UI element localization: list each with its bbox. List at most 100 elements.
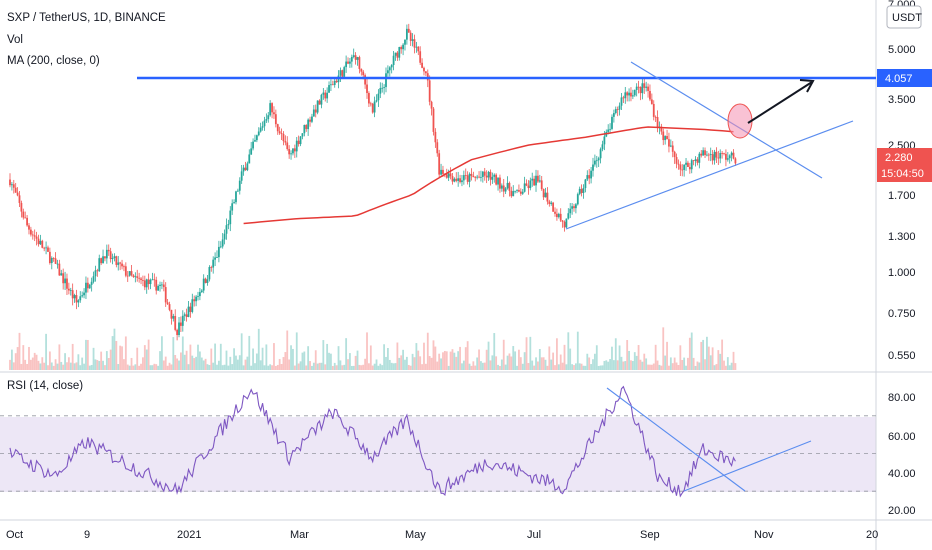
volume-bar xyxy=(569,348,572,370)
volume-bar xyxy=(535,357,537,370)
volume-legend[interactable]: Vol xyxy=(7,34,23,46)
volume-bar xyxy=(385,356,387,370)
volume-bar xyxy=(233,348,235,370)
volume-bar xyxy=(609,359,611,370)
candle-body xyxy=(535,175,537,186)
candle-body xyxy=(432,108,435,132)
volume-bar xyxy=(707,346,710,370)
candle-body xyxy=(119,262,122,264)
candle-body xyxy=(176,329,179,336)
volume-bar xyxy=(212,362,215,370)
breakout-highlight[interactable] xyxy=(727,103,753,139)
volume-bar xyxy=(694,365,697,370)
currency-button[interactable] xyxy=(886,5,922,29)
rsi-axis[interactable]: 80.00 60.00 40.00 20.00 xyxy=(888,392,916,517)
volume-bar xyxy=(383,344,386,370)
volume-bar xyxy=(734,363,737,370)
candle-body xyxy=(178,322,180,336)
candle-body xyxy=(75,295,78,303)
rsi-descending-trendline[interactable] xyxy=(606,387,746,492)
candle-body xyxy=(255,135,258,141)
candle-body xyxy=(656,117,659,128)
volume-bar xyxy=(616,360,619,370)
candle-body xyxy=(386,70,389,74)
price-pane[interactable] xyxy=(0,0,876,372)
volume-bar xyxy=(305,365,308,370)
time-axis[interactable]: Oct 9 2021 Mar May Jul Sep Nov 20 xyxy=(6,529,878,541)
candle-body xyxy=(115,256,118,265)
volume-bar xyxy=(261,347,264,370)
volume-bar xyxy=(582,365,585,370)
volume-bar xyxy=(493,333,496,370)
candle-body xyxy=(502,185,505,192)
volume-bar xyxy=(81,357,84,370)
volume-bar xyxy=(354,355,357,370)
volume-bar xyxy=(371,365,374,370)
volume-bar xyxy=(512,346,515,370)
candle-body xyxy=(677,163,680,165)
candle-body xyxy=(487,171,490,178)
candle-body xyxy=(440,169,442,175)
descending-trendline[interactable] xyxy=(630,61,823,179)
candle-body xyxy=(717,157,720,159)
time-tick: 9 xyxy=(84,529,90,541)
ascending-trendline[interactable] xyxy=(565,120,854,230)
candle-body xyxy=(643,83,646,88)
candle-body xyxy=(341,70,344,77)
candle-body xyxy=(240,171,243,181)
volume-bar xyxy=(612,360,615,370)
candle-body xyxy=(282,133,285,142)
candle-body xyxy=(438,153,441,175)
volume-bar xyxy=(39,363,42,370)
candle-body xyxy=(592,164,594,171)
volume-bar xyxy=(31,357,34,370)
volume-bar xyxy=(681,360,684,370)
price-tick: 5.000 xyxy=(888,44,916,56)
ma200-line xyxy=(243,126,734,225)
candle-body xyxy=(121,263,123,267)
volume-bar xyxy=(293,365,296,370)
last-price-value: 2.280 xyxy=(885,152,913,164)
volume-bar xyxy=(548,346,551,370)
ma-legend[interactable]: MA (200, close, 0) xyxy=(7,55,100,67)
volume-bar xyxy=(221,365,224,370)
volume-bar xyxy=(633,352,636,370)
symbol-legend[interactable]: SXP / TetherUS, 1D, BINANCE xyxy=(7,12,166,24)
volume-bar xyxy=(172,337,175,370)
candle-body xyxy=(462,175,465,181)
volume-bar xyxy=(143,345,146,370)
projection-arrow[interactable] xyxy=(747,81,813,124)
volume-bar xyxy=(297,363,300,370)
candle-body xyxy=(491,176,494,180)
volume-bar xyxy=(223,364,226,370)
rsi-legend[interactable]: RSI (14, close) xyxy=(7,380,84,392)
candle-body xyxy=(574,204,577,209)
rsi-ascending-trendline[interactable] xyxy=(683,440,812,492)
candle-body xyxy=(288,149,291,155)
volume-bar xyxy=(151,365,154,370)
candle-body xyxy=(527,185,530,189)
candle-body xyxy=(155,279,158,291)
candle-body xyxy=(52,257,55,259)
candle-body xyxy=(576,194,579,205)
candle-body xyxy=(637,86,640,88)
volume-bar xyxy=(407,364,410,370)
volume-bar xyxy=(236,359,239,370)
volume-bar xyxy=(187,364,190,370)
candle-body xyxy=(671,145,674,152)
volume-bar xyxy=(631,360,634,370)
candle-body xyxy=(166,302,169,305)
time-tick: 2021 xyxy=(177,529,201,541)
time-tick: 20 xyxy=(866,529,878,541)
candle-body xyxy=(430,101,433,109)
volume-bar xyxy=(685,365,687,370)
candle-body xyxy=(675,157,678,164)
candle-body xyxy=(360,68,363,72)
volume-bar xyxy=(732,351,735,370)
candle-body xyxy=(557,213,560,218)
candle-body xyxy=(216,257,218,258)
candle-body xyxy=(174,316,177,330)
volume-bar xyxy=(109,349,112,370)
volume-bar xyxy=(601,365,604,370)
